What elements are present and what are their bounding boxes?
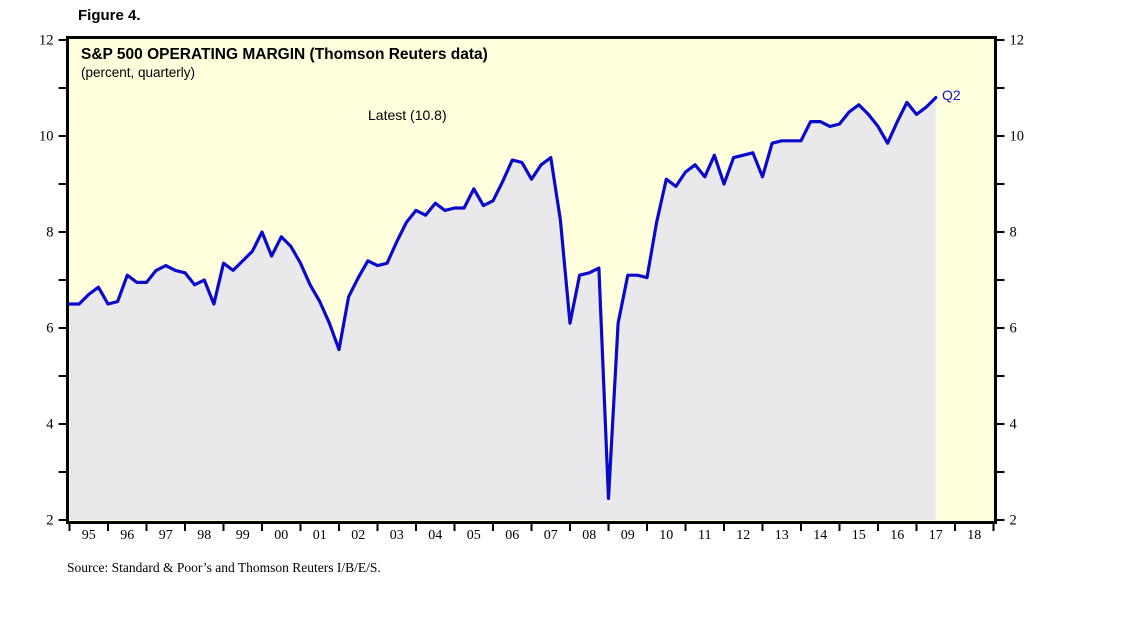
series-end-label: Q2 bbox=[942, 87, 961, 103]
x-axis-label: 16 bbox=[890, 528, 905, 543]
margin-line bbox=[67, 95, 938, 500]
x-axis-label: 95 bbox=[81, 528, 96, 543]
x-axis-label: 13 bbox=[774, 528, 789, 543]
chart-subtitle: (percent, quarterly) bbox=[81, 65, 196, 80]
x-axis-label: 06 bbox=[505, 528, 520, 543]
x-axis-label: 11 bbox=[698, 528, 712, 543]
y-axis-label-right: 2 bbox=[1009, 512, 1017, 529]
source-note: Source: Standard & Poor’s and Thomson Re… bbox=[67, 560, 381, 575]
x-axis-label: 00 bbox=[274, 528, 289, 543]
y-axis-label-right: 6 bbox=[1009, 320, 1017, 337]
x-axis-label: 99 bbox=[235, 528, 250, 543]
chart-title: S&P 500 OPERATING MARGIN (Thomson Reuter… bbox=[81, 46, 488, 63]
x-axis-label: 17 bbox=[928, 528, 943, 543]
x-axis-label: 02 bbox=[351, 528, 366, 543]
y-axis-label-left: 10 bbox=[39, 128, 54, 145]
x-axis-label: 05 bbox=[466, 528, 481, 543]
x-axis-label: 18 bbox=[967, 528, 982, 543]
x-axis-label: 03 bbox=[389, 528, 404, 543]
x-axis-label: 14 bbox=[813, 528, 828, 543]
y-axis-label-right: 12 bbox=[1009, 32, 1025, 49]
y-axis-label-left: 2 bbox=[46, 512, 54, 529]
x-axis-label: 15 bbox=[851, 528, 866, 543]
y-axis-label-left: 4 bbox=[46, 416, 54, 433]
margin-area-fill bbox=[69, 97, 936, 520]
y-axis-label-right: 10 bbox=[1009, 128, 1025, 145]
x-axis-label: 08 bbox=[582, 528, 597, 543]
y-axis-label-left: 12 bbox=[39, 32, 54, 49]
latest-value-annotation: Latest (10.8) bbox=[368, 107, 447, 123]
x-axis-label: 98 bbox=[197, 528, 212, 543]
y-axis-label-right: 8 bbox=[1009, 224, 1017, 241]
figure-label: Figure 4. bbox=[78, 7, 141, 24]
x-axis-label: 97 bbox=[158, 528, 173, 543]
x-axis-label: 07 bbox=[543, 528, 558, 543]
y-axis-label-right: 4 bbox=[1009, 416, 1017, 433]
y-axis-label-left: 6 bbox=[46, 320, 54, 337]
x-axis-label: 01 bbox=[312, 528, 327, 543]
x-axis-label: 96 bbox=[120, 528, 135, 543]
x-axis-label: 10 bbox=[659, 528, 674, 543]
y-axis-label-left: 8 bbox=[46, 224, 54, 241]
x-axis-label: 12 bbox=[736, 528, 751, 543]
x-axis-label: 09 bbox=[620, 528, 635, 543]
x-axis-label: 04 bbox=[428, 528, 443, 543]
